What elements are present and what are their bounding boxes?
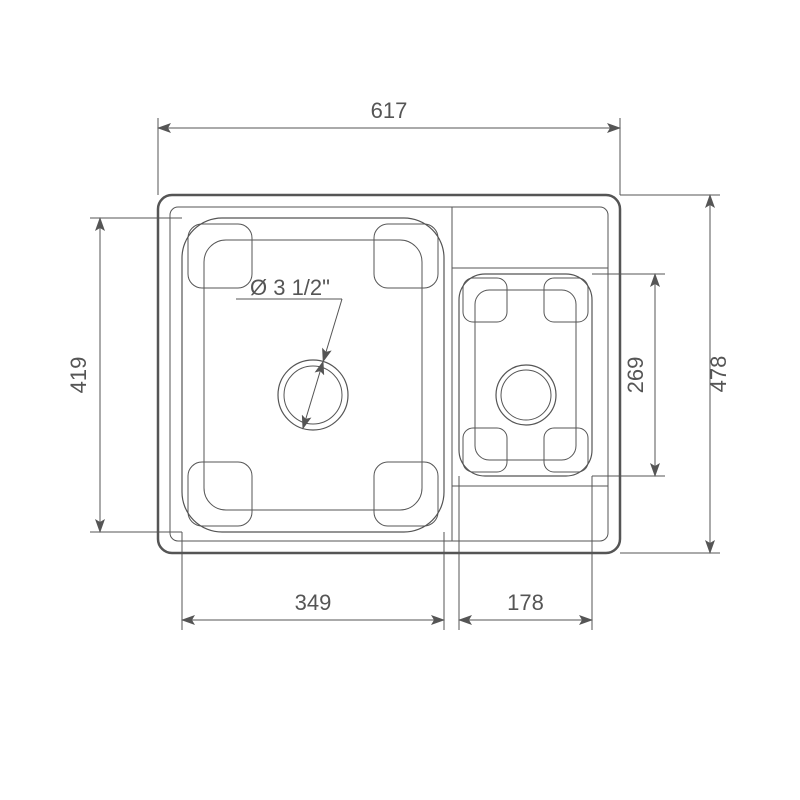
dim-right-inner: 269 — [623, 357, 648, 394]
dim-left-height: 419 — [66, 357, 91, 394]
dim-bottom-small: 178 — [507, 590, 544, 615]
technical-drawing: Ø 3 1/2" 617 419 269 478 349 178 — [0, 0, 800, 800]
diameter-label: Ø 3 1/2" — [250, 275, 330, 300]
small-drain — [496, 365, 556, 425]
dim-right-outer: 478 — [706, 356, 731, 393]
dim-bottom-main: 349 — [295, 590, 332, 615]
dim-top-width: 617 — [371, 98, 408, 123]
